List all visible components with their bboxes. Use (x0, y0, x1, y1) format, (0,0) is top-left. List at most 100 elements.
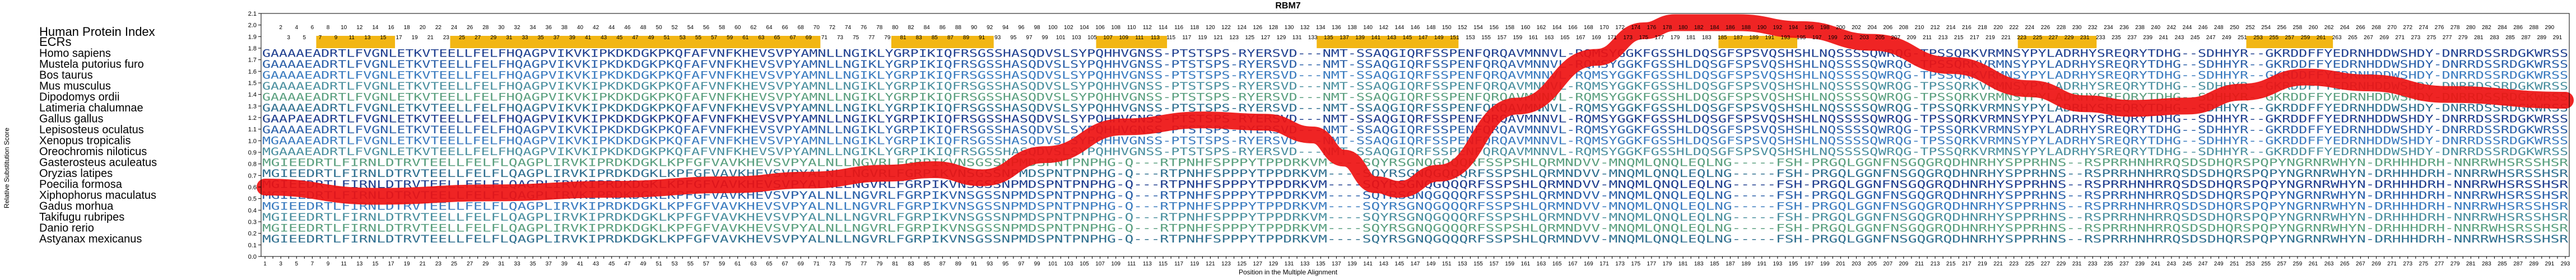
index-tick-label: 196 (1805, 25, 1814, 31)
x-tick-label: 159 (1505, 261, 1514, 267)
x-tick-label: 231 (2072, 261, 2082, 267)
index-tick-label: 64 (766, 25, 773, 31)
index-tick-label: 246 (2198, 25, 2208, 31)
row-label: Astyanax mexicanus (39, 233, 142, 245)
index-tick-label: 198 (1820, 25, 1830, 31)
index-tick-label: 20 (420, 25, 426, 31)
x-tick-label: 133 (1300, 261, 1310, 267)
index-tick-label: 39 (569, 35, 576, 41)
index-tick-label: 7 (319, 35, 322, 41)
x-tick-label: 35 (530, 261, 537, 267)
x-tick-label: 169 (1584, 261, 1593, 267)
row-label: Takifugu rubripes (39, 211, 124, 223)
x-tick-label: 253 (2245, 261, 2255, 267)
index-tick-label: 287 (2521, 35, 2531, 41)
x-tick-label: 203 (1852, 261, 1861, 267)
x-tick-label: 211 (1915, 261, 1924, 267)
x-tick-label: 233 (2088, 261, 2098, 267)
index-tick-label: 28 (482, 25, 489, 31)
index-tick-label: 268 (2372, 25, 2381, 31)
index-tick-label: 240 (2151, 25, 2160, 31)
alignment-row: GAAAAEADRTLFVGNLETKVTEELLFELFHQAGPVIKVKI… (262, 102, 2568, 114)
x-tick-label: 283 (2482, 261, 2491, 267)
index-tick-label: 237 (2127, 35, 2137, 41)
index-tick-label: 244 (2183, 25, 2192, 31)
index-tick-label: 266 (2356, 25, 2365, 31)
x-tick-label: 217 (1962, 261, 1971, 267)
index-tick-label: 288 (2529, 25, 2538, 31)
index-tick-label: 212 (1931, 25, 1940, 31)
x-tick-label: 265 (2340, 261, 2350, 267)
x-tick-label: 173 (1615, 261, 1625, 267)
x-tick-label: 73 (829, 261, 836, 267)
x-tick-label: 101 (1048, 261, 1058, 267)
index-tick-label: 3 (287, 35, 290, 41)
y-tick-label: 0.4 (248, 207, 257, 214)
index-tick-label: 258 (2293, 25, 2303, 31)
x-axis-label: Position in the Multiple Alignment (1239, 268, 1338, 276)
index-tick-label: 29 (490, 35, 497, 41)
index-tick-label: 54 (687, 25, 694, 31)
x-tick-label: 255 (2261, 261, 2271, 267)
x-tick-label: 43 (593, 261, 599, 267)
index-tick-label: 148 (1426, 25, 1436, 31)
x-tick-label: 153 (1458, 261, 1467, 267)
ecr-region (891, 36, 994, 48)
row-label: Poecilia formosa (39, 179, 123, 191)
index-tick-label: 204 (1867, 25, 1877, 31)
x-tick-label: 13 (356, 261, 363, 267)
x-tick-label: 257 (2277, 261, 2286, 267)
index-tick-label: 284 (2498, 25, 2507, 31)
index-tick-label: 88 (955, 25, 962, 31)
row-label: Gadus morhua (39, 200, 114, 213)
index-tick-label: 91 (979, 35, 985, 41)
x-tick-label: 263 (2324, 261, 2334, 267)
x-tick-label: 245 (2183, 261, 2192, 267)
index-tick-label: 16 (388, 25, 394, 31)
index-tick-label: 180 (1678, 25, 1688, 31)
index-tick-label: 19 (412, 35, 419, 41)
index-tick-label: 116 (1174, 25, 1183, 31)
index-tick-label: 38 (561, 25, 568, 31)
row-label: Bos taurus (39, 69, 93, 82)
x-tick-label: 183 (1694, 261, 1704, 267)
index-tick-label: 82 (908, 25, 915, 31)
index-tick-label: 166 (1568, 25, 1578, 31)
index-tick-label: 201 (1844, 35, 1853, 41)
x-tick-label: 287 (2513, 261, 2523, 267)
index-tick-label: 265 (2348, 35, 2358, 41)
index-tick-label: 189 (1749, 35, 1759, 41)
ecr-regions (316, 36, 2333, 48)
index-tick-label: 67 (790, 35, 797, 41)
y-tick-label: 0.0 (248, 254, 257, 260)
x-tick-label: 179 (1663, 261, 1672, 267)
index-tick-label: 17 (396, 35, 403, 41)
y-axis-label: Relative Substitution Score (3, 128, 11, 208)
index-tick-label: 73 (837, 35, 844, 41)
index-tick-label: 142 (1379, 25, 1388, 31)
index-tick-label: 30 (498, 25, 505, 31)
x-tick-label: 271 (2387, 261, 2397, 267)
x-tick-label: 63 (750, 261, 757, 267)
x-tick-label: 127 (1253, 261, 1262, 267)
x-tick-label: 125 (1237, 261, 1247, 267)
x-tick-label: 213 (1931, 261, 1940, 267)
y-tick-label: 0.5 (248, 196, 257, 203)
alignment-row: GAAAAEADRTLFVGNLETKVTEELLFELFHQAGPVIKVKI… (262, 124, 2568, 136)
x-tick-label: 175 (1631, 261, 1640, 267)
index-tick-label: 199 (1828, 35, 1838, 41)
index-tick-label: 261 (2317, 35, 2326, 41)
x-tick-label: 3 (279, 261, 282, 267)
x-tick-label: 69 (798, 261, 805, 267)
y-tick-label: 0.8 (248, 161, 257, 168)
x-tick-label: 221 (1993, 261, 2003, 267)
x-tick-label: 83 (908, 261, 915, 267)
row-label: Xiphophorus maculatus (39, 189, 156, 202)
index-tick-label: 117 (1182, 35, 1191, 41)
index-tick-label: 207 (1891, 35, 1900, 41)
x-tick-label: 27 (467, 261, 473, 267)
index-tick-label: 280 (2466, 25, 2476, 31)
x-tick-label: 87 (940, 261, 946, 267)
x-tick-label: 235 (2104, 261, 2113, 267)
x-tick-label: 79 (876, 261, 883, 267)
